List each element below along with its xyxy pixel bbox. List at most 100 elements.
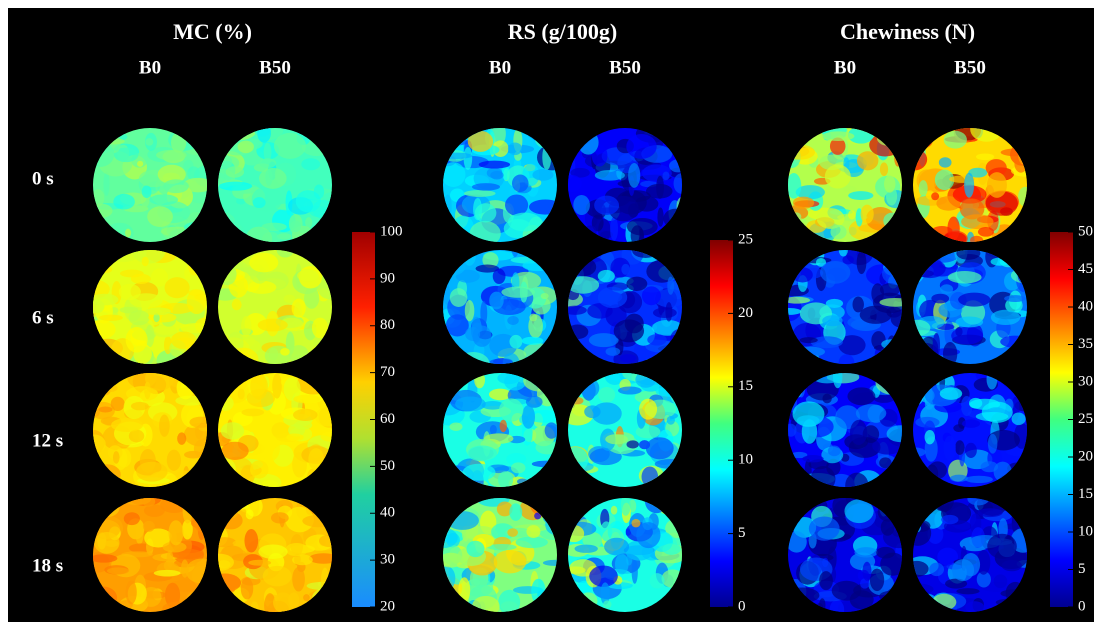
heatmap-blob bbox=[595, 170, 625, 181]
heatmap-blob bbox=[181, 560, 189, 578]
heatmap-blob bbox=[988, 434, 997, 454]
heatmap-blob bbox=[507, 316, 518, 325]
heatmap-blob bbox=[131, 274, 151, 284]
heatmap-blob bbox=[137, 161, 143, 167]
heatmap-blob bbox=[293, 409, 318, 421]
heatmap-blob bbox=[449, 423, 462, 431]
colorbar-tick-label: 20 bbox=[1078, 448, 1093, 464]
row-label: 0 s bbox=[32, 168, 54, 189]
colorbar-tick-label: 25 bbox=[738, 231, 753, 247]
colorbar-tick-label: 5 bbox=[738, 525, 746, 541]
heatmap-blob bbox=[647, 334, 666, 345]
heatmap-blob bbox=[994, 574, 1008, 588]
heatmap-blob bbox=[811, 336, 843, 348]
heatmap-blob bbox=[941, 515, 958, 524]
heatmap-blob bbox=[870, 569, 884, 591]
heatmap-blob bbox=[662, 543, 680, 555]
heatmap-blob bbox=[271, 512, 289, 523]
column-label: B50 bbox=[609, 57, 641, 78]
heatmap-blob bbox=[929, 563, 944, 577]
heatmap-blob bbox=[301, 158, 320, 170]
heatmap-blob bbox=[876, 547, 895, 559]
colorbar-tick-label: 20 bbox=[380, 598, 395, 614]
colorbar-tick-label: 25 bbox=[1078, 411, 1093, 427]
heatmap-blob bbox=[241, 408, 264, 416]
heatmap-blob bbox=[545, 422, 558, 438]
colorbar-tick-label: 0 bbox=[738, 598, 746, 614]
heatmap-blob bbox=[145, 307, 171, 315]
colorbar-tick-label: 60 bbox=[380, 411, 395, 427]
heatmap-blob bbox=[293, 395, 320, 404]
heatmap-blob bbox=[828, 446, 841, 457]
heatmap-blob bbox=[290, 221, 301, 233]
heatmap-blob bbox=[125, 229, 131, 238]
heatmap-blob bbox=[512, 175, 529, 193]
heatmap-blob bbox=[304, 287, 319, 308]
colorbar-tick-label: 15 bbox=[738, 378, 753, 394]
heatmap-blob bbox=[221, 422, 244, 439]
heatmap-blob bbox=[126, 580, 137, 604]
heatmap-blob bbox=[830, 225, 846, 240]
heatmap-blob bbox=[246, 509, 254, 519]
heatmap-blob bbox=[961, 214, 993, 229]
heatmap-blob bbox=[258, 319, 288, 332]
heatmap-blob bbox=[250, 374, 268, 400]
heatmap-blob bbox=[639, 399, 657, 420]
heatmap-blob bbox=[472, 183, 500, 191]
heatmap-blob bbox=[861, 205, 874, 224]
panel-title: MC (%) bbox=[173, 19, 252, 44]
heatmap-blob bbox=[947, 217, 959, 241]
column-label: B50 bbox=[954, 57, 986, 78]
heatmap-blob bbox=[978, 227, 994, 237]
heatmap-blob bbox=[177, 432, 186, 444]
heatmap-blob bbox=[226, 166, 245, 178]
colorbar-tick-label: 10 bbox=[738, 452, 753, 468]
heatmap-blob bbox=[126, 327, 148, 353]
heatmap-blob bbox=[272, 373, 282, 398]
colorbar-tick-label: 10 bbox=[1078, 523, 1093, 539]
heatmap-blob bbox=[940, 284, 953, 294]
heatmap-blob bbox=[573, 195, 590, 215]
heatmap-blob bbox=[91, 294, 118, 306]
heatmap-blob bbox=[600, 521, 612, 541]
heatmap-blob bbox=[286, 434, 303, 442]
colorbar-tick-label: 100 bbox=[380, 223, 403, 239]
row-label: 6 s bbox=[32, 307, 54, 328]
heatmap-blob bbox=[111, 397, 125, 411]
heatmap-blob bbox=[857, 151, 878, 170]
heatmap-blob bbox=[253, 197, 266, 208]
heatmap-blob bbox=[667, 416, 675, 425]
heatmap-blob bbox=[273, 592, 293, 613]
heatmap-blob bbox=[880, 162, 888, 176]
heatmap-blob bbox=[667, 277, 674, 295]
colorbar bbox=[710, 240, 733, 607]
heatmap-blob bbox=[948, 271, 982, 283]
heatmap-blob bbox=[98, 406, 112, 412]
heatmap-blob bbox=[650, 573, 665, 588]
heatmap-blob bbox=[976, 153, 994, 160]
heatmap-blob bbox=[636, 522, 660, 548]
heatmap-blob bbox=[618, 386, 642, 394]
colorbar-tick-label: 30 bbox=[380, 552, 395, 568]
column-label: B50 bbox=[259, 57, 291, 78]
heatmap-blob bbox=[280, 348, 290, 356]
colorbar-tick-label: 5 bbox=[1078, 561, 1086, 577]
heatmap-blob bbox=[90, 554, 117, 562]
heatmap-blob bbox=[653, 308, 677, 318]
heatmap-blob bbox=[508, 142, 522, 155]
heatmap-blob bbox=[292, 567, 305, 592]
figure: MC (%)B0B502030405060708090100RS (g/100g… bbox=[0, 0, 1102, 630]
heatmap-blob bbox=[955, 316, 983, 327]
heatmap-blob bbox=[248, 560, 271, 566]
heatmap-blob bbox=[964, 173, 974, 198]
heatmap-blob bbox=[499, 398, 523, 421]
heatmap-blob bbox=[167, 550, 174, 567]
heatmap-blob bbox=[292, 299, 306, 318]
heatmap-blob bbox=[142, 257, 149, 267]
colorbar-tick-label: 50 bbox=[380, 458, 395, 474]
heatmap-blob bbox=[119, 284, 141, 300]
heatmap-blob bbox=[131, 402, 149, 411]
heatmap-blob bbox=[604, 538, 629, 556]
heatmap-blob bbox=[147, 206, 173, 227]
heatmap-blob bbox=[939, 157, 952, 167]
